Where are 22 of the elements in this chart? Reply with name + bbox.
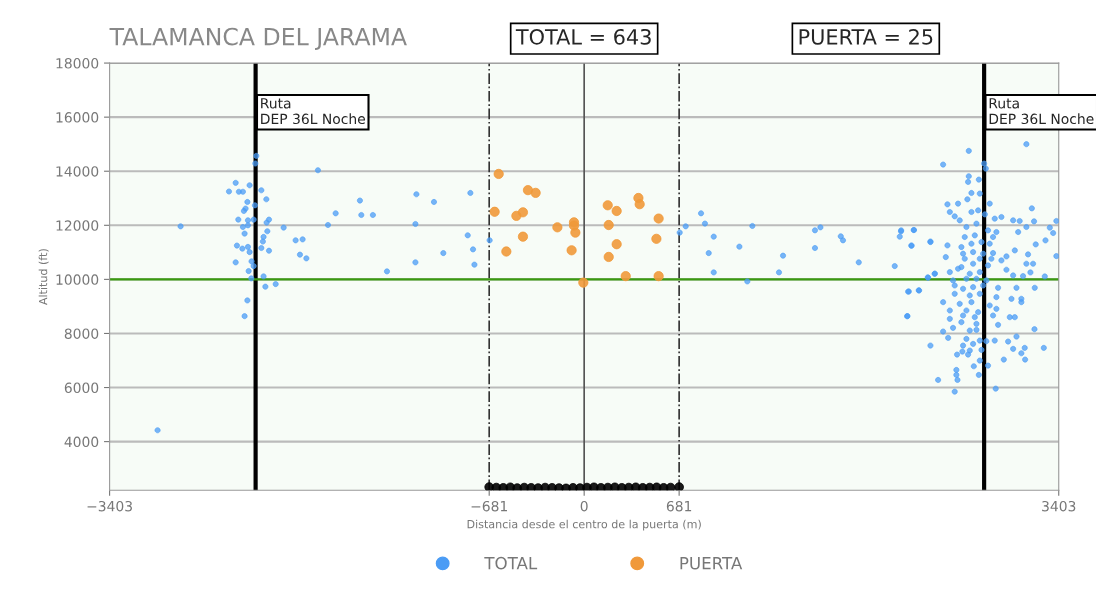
y-tick-label: 8000 <box>64 328 99 339</box>
legend-label: PUERTA <box>680 557 743 570</box>
y-tick-label: 10000 <box>56 274 99 285</box>
x-tick-label: 0 <box>580 500 588 512</box>
y-tick-label: 16000 <box>56 112 99 123</box>
x-tick-label: 3403 <box>1042 500 1076 512</box>
x-tick-label: −3403 <box>87 500 132 512</box>
ref-line-label: Ruta DEP 36L Noche <box>989 98 1094 125</box>
text: PUERTA = 25 <box>799 28 933 45</box>
y-tick-label: 12000 <box>56 220 99 231</box>
x-tick-label: 681 <box>666 500 692 512</box>
y-axis-title: Altitud (ft) <box>38 249 49 306</box>
y-tick-label: 4000 <box>64 436 99 448</box>
y-tick-label: 14000 <box>56 166 99 177</box>
x-axis-title: Distancia desde el centro de la puerta (m) <box>467 519 701 531</box>
y-tick-label: 6000 <box>64 382 99 394</box>
legend-label: TOTAL <box>484 556 538 570</box>
chart-title: TALAMANCA DEL JARAMA <box>109 27 407 50</box>
text: TOTAL = 643 <box>515 28 651 45</box>
ref-line-label: Ruta DEP 36L Noche <box>261 98 365 125</box>
y-tick-label: 18000 <box>56 58 99 69</box>
x-tick-label: −681 <box>471 500 507 512</box>
